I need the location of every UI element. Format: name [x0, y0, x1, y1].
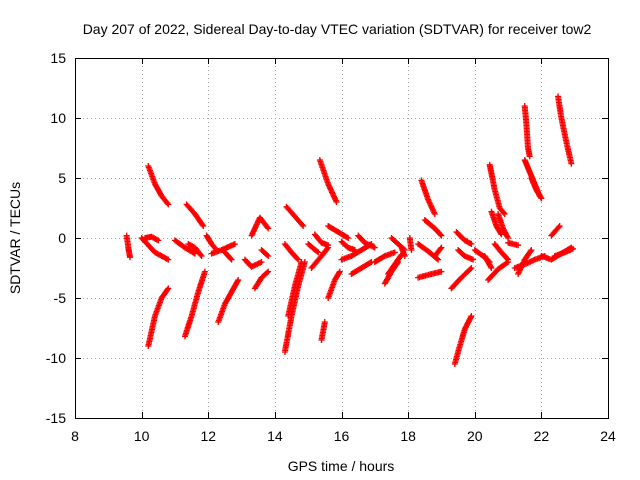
- data-point-arc: [305, 241, 322, 256]
- y-tick-labels: -15 -10 -5 0 5 10 15: [46, 50, 66, 426]
- y-tick-label: 10: [50, 110, 66, 126]
- y-tick-label: -10: [46, 350, 66, 366]
- data-point-arc: [203, 232, 220, 253]
- data-point-arc: [555, 93, 575, 167]
- data-point-arc: [521, 103, 533, 160]
- x-tick-label: 22: [534, 428, 550, 444]
- data-point-arc: [123, 232, 133, 261]
- y-tick-label: 15: [50, 50, 66, 66]
- data-point-arc: [281, 241, 302, 263]
- x-tick-label: 10: [134, 428, 150, 444]
- x-tick-label: 24: [600, 428, 616, 444]
- data-point-arc: [318, 319, 328, 343]
- data-point-arc: [431, 244, 445, 259]
- y-tick-label: 5: [58, 170, 66, 186]
- data-point-arc: [208, 241, 238, 257]
- data-point-arc: [348, 259, 375, 277]
- axis-ticks: [75, 58, 609, 419]
- x-tick-label: 20: [467, 428, 483, 444]
- data-point-arc: [241, 256, 265, 270]
- y-tick-label: -15: [46, 410, 66, 426]
- data-point-arc: [488, 208, 505, 238]
- x-axis-title: GPS time / hours: [288, 458, 395, 474]
- x-tick-label: 12: [200, 428, 216, 444]
- data-point-arc: [398, 244, 408, 259]
- data-point-arc: [145, 163, 172, 208]
- data-point-arc: [215, 277, 242, 325]
- x-tick-label: 8: [71, 428, 79, 444]
- data-point-arc: [145, 285, 172, 349]
- data-point-arc: [418, 177, 438, 217]
- y-axis-title: SDTVAR / TECUs: [7, 182, 23, 294]
- y-tick-label: 0: [58, 230, 66, 246]
- data-point-arc: [385, 251, 405, 277]
- data-point-arc: [491, 241, 512, 263]
- data-point-arc: [138, 235, 172, 263]
- data-point-arc: [171, 237, 198, 257]
- data-point-arc: [251, 268, 272, 292]
- data-point-arc: [485, 259, 512, 283]
- data-point-arc: [285, 259, 305, 319]
- data-marks: [123, 93, 576, 367]
- data-point-arc: [185, 241, 205, 259]
- data-point-arc: [338, 238, 358, 253]
- data-point-arc: [453, 229, 475, 247]
- data-point-arc: [248, 214, 272, 239]
- data-point-arc: [316, 157, 340, 205]
- data-point-arc: [183, 201, 207, 229]
- x-tick-label: 18: [400, 428, 416, 444]
- data-point-arc: [548, 223, 563, 239]
- data-point-arc: [371, 249, 398, 265]
- data-point-arc: [258, 247, 272, 259]
- data-point-arc: [142, 233, 162, 244]
- data-point-arc: [505, 239, 522, 249]
- data-point-arc: [281, 259, 308, 355]
- x-tick-labels: 8 10 12 14 16 18 20 22 24: [71, 428, 616, 444]
- y-tick-label: -5: [54, 290, 67, 306]
- data-point-arc: [325, 223, 352, 241]
- x-tick-label: 14: [267, 428, 283, 444]
- data-point-arc: [455, 247, 477, 263]
- data-point-arc: [528, 175, 545, 202]
- data-point-arc: [451, 313, 475, 367]
- data-point-arc: [486, 161, 508, 217]
- data-point-arc: [308, 244, 332, 271]
- data-point-arc: [448, 265, 475, 292]
- data-point-arc: [311, 231, 332, 249]
- data-point-arc: [495, 211, 512, 241]
- data-point-arc: [355, 232, 378, 251]
- data-point-arc: [421, 217, 445, 239]
- data-point-arc: [406, 235, 415, 253]
- data-point-arc: [221, 249, 235, 263]
- data-point-arc: [481, 253, 495, 271]
- x-tick-label: 16: [334, 428, 350, 444]
- data-point-arc: [325, 268, 343, 301]
- data-point-arc: [283, 203, 307, 229]
- chart-title: Day 207 of 2022, Sidereal Day-to-day VTE…: [83, 21, 592, 37]
- data-point-arc: [551, 245, 576, 259]
- data-point-arc: [181, 268, 208, 340]
- data-point-arc: [415, 268, 445, 281]
